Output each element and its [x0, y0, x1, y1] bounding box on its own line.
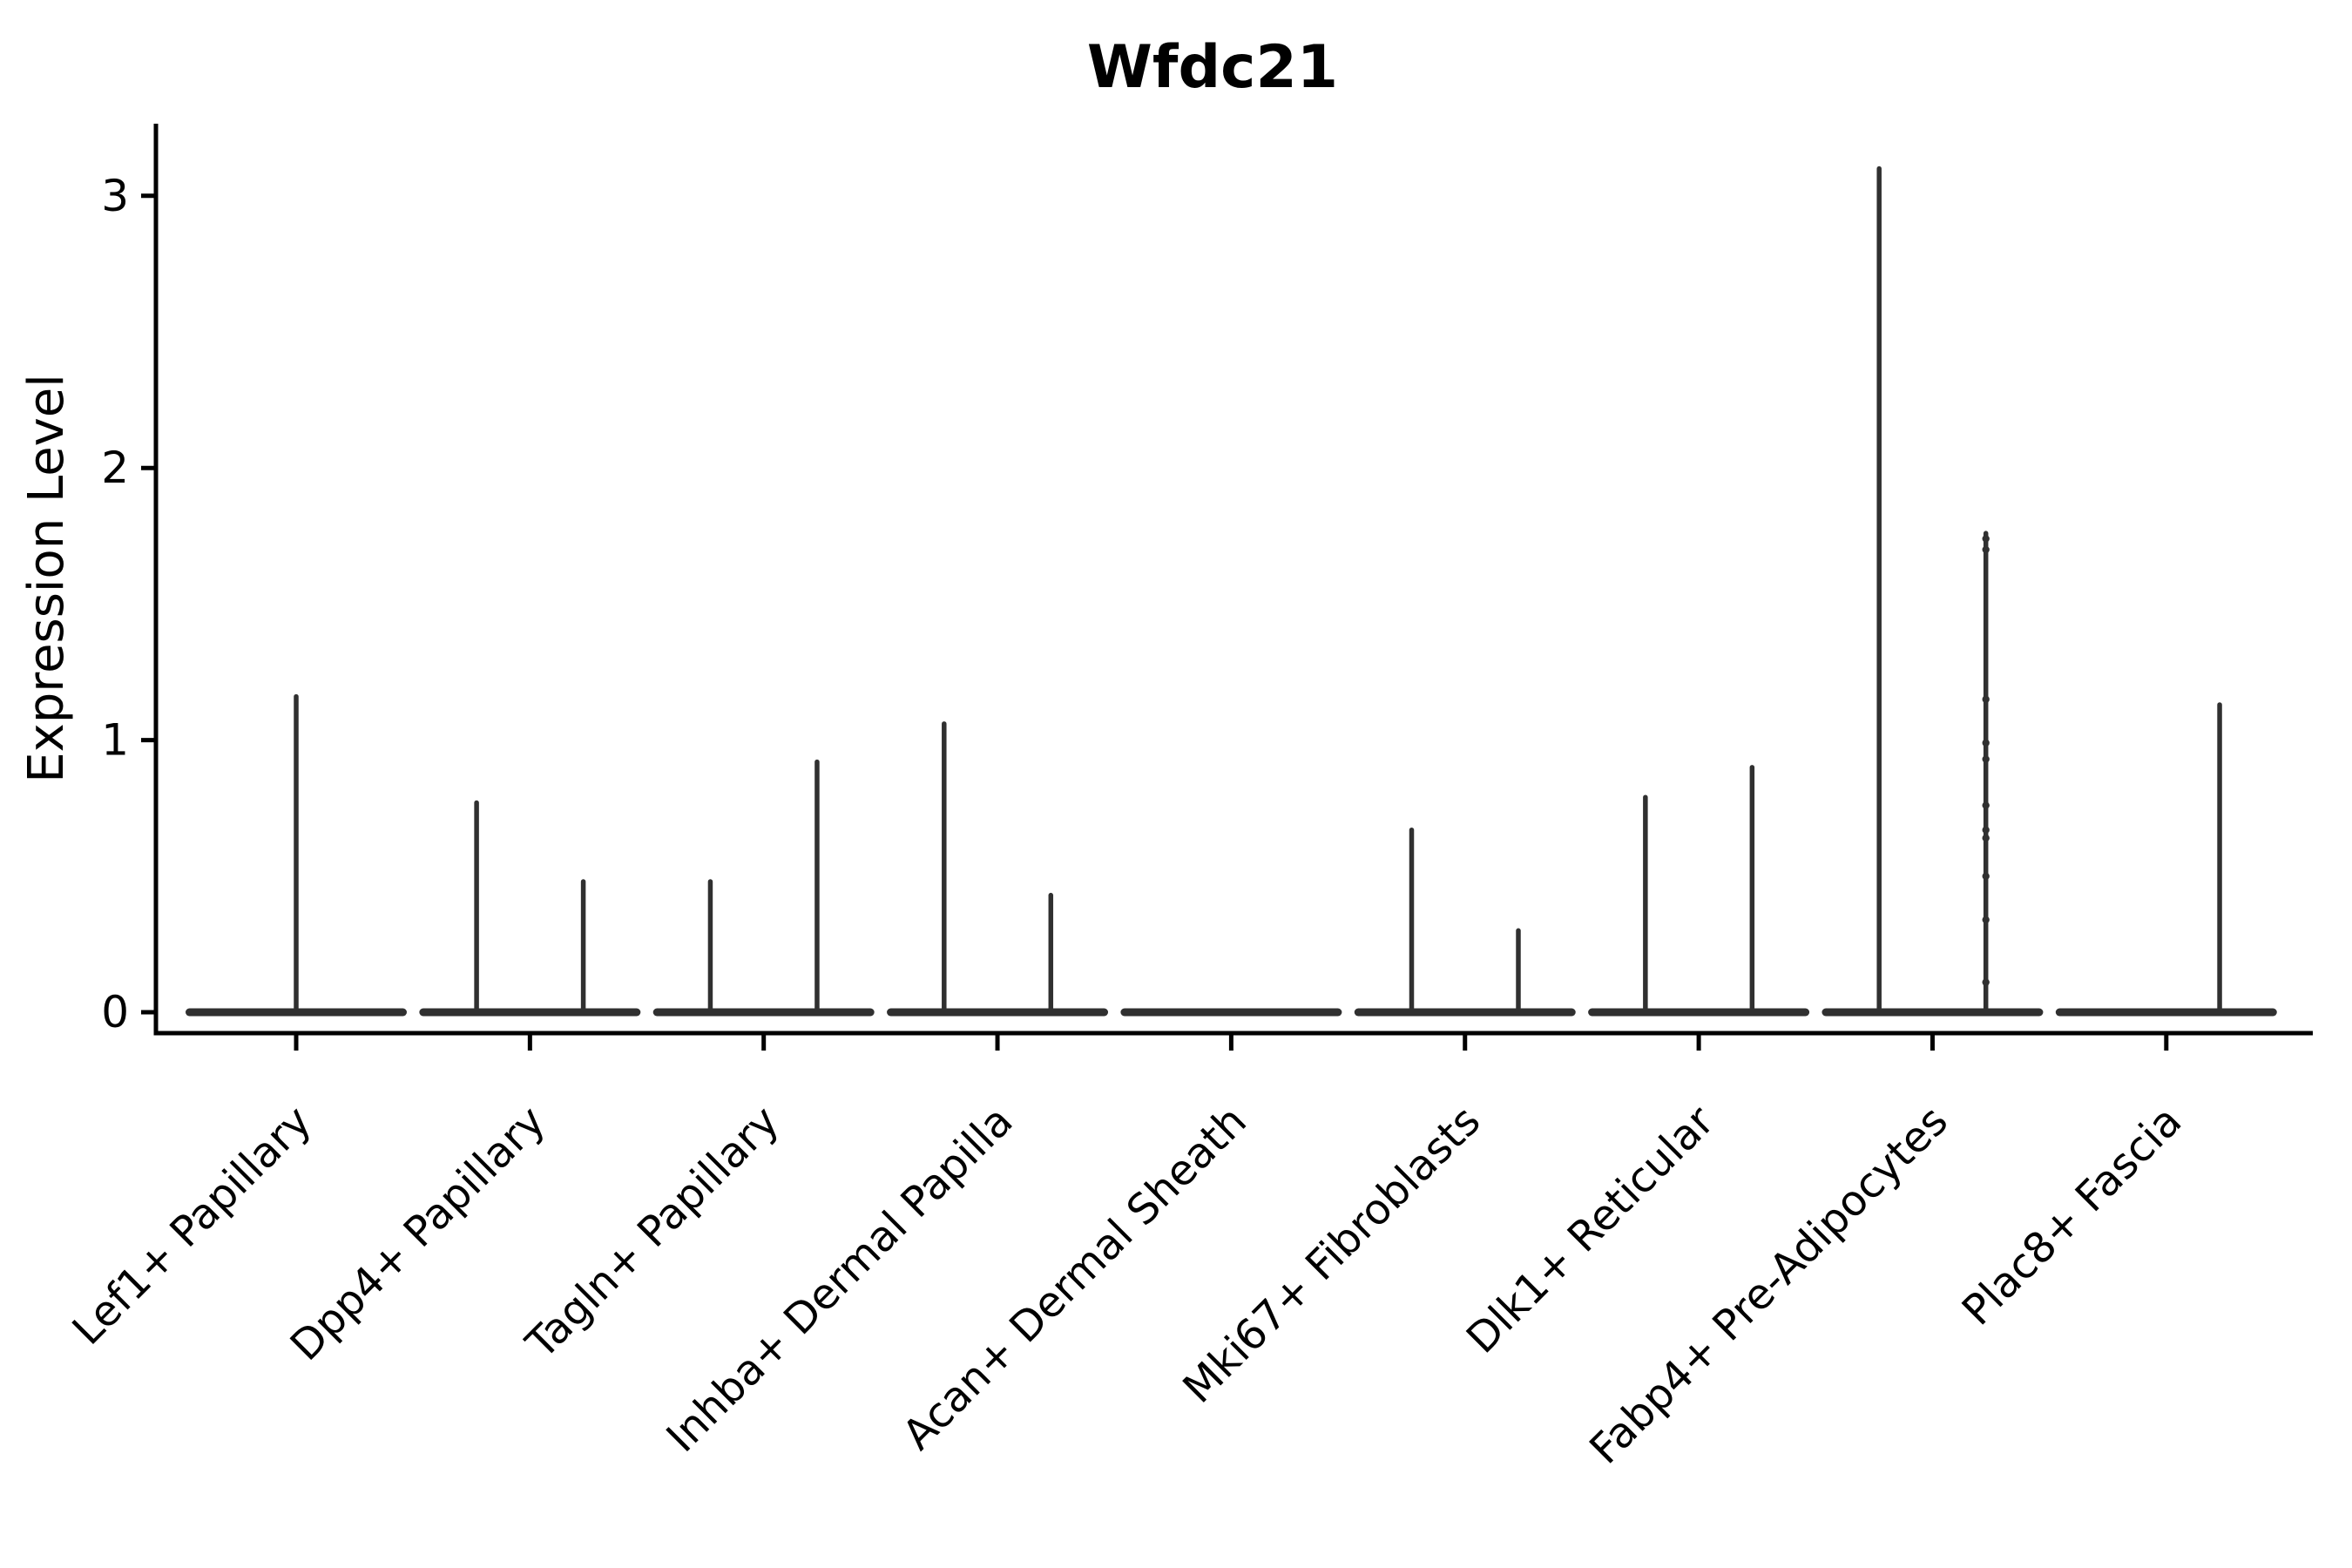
expression-point: [1982, 755, 1990, 763]
y-axis-label: Expression Level: [18, 374, 75, 783]
y-tick-label: 1: [101, 715, 129, 766]
expression-point: [1982, 916, 1990, 923]
violin-category: [1588, 765, 1810, 1017]
violin-category: [419, 800, 641, 1017]
expression-point: [1982, 545, 1990, 554]
violin-category: [887, 721, 1109, 1017]
expression-point: [1982, 826, 1990, 834]
expression-point: [1982, 695, 1990, 703]
y-tick-label: 0: [101, 987, 129, 1037]
violin-category: [186, 693, 407, 1017]
violin-category: [652, 759, 875, 1017]
plot-title: Wfdc21: [1087, 33, 1338, 102]
expression-point: [1982, 834, 1990, 842]
x-tick-label: Lef1+ Papillary: [64, 1097, 321, 1355]
x-tick-label: Plac8+ Fascia: [1953, 1097, 2192, 1335]
x-tick-label: Tagln+ Papillary: [517, 1097, 788, 1369]
x-tick-label: Dpp4+ Papillary: [281, 1097, 555, 1370]
expression-point: [1982, 872, 1990, 880]
x-tick-label: Dlk1+ Reticular: [1457, 1097, 1724, 1363]
violin-category: [1354, 827, 1576, 1017]
expression-point: [1982, 535, 1990, 543]
expression-point: [1982, 978, 1990, 986]
violin-category: [2055, 702, 2277, 1017]
y-tick-label: 3: [101, 171, 129, 221]
violin-category: [1821, 166, 2044, 1017]
violins-group: [186, 166, 2277, 1017]
y-tick-label: 2: [101, 443, 129, 493]
expression-point: [1982, 801, 1990, 809]
expression-point: [1982, 739, 1990, 747]
